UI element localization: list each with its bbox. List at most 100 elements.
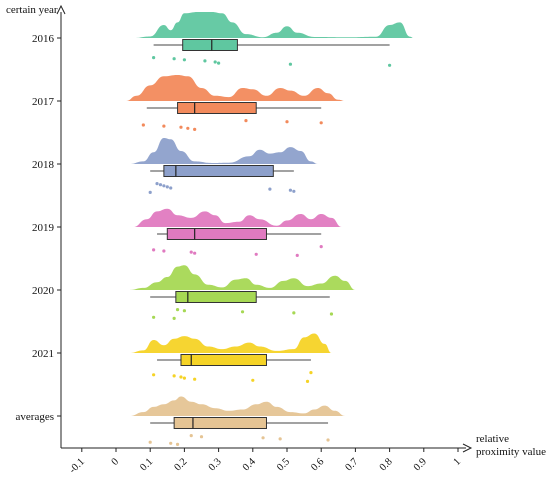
x-tick-label: 0.5 (275, 456, 292, 473)
data-point (189, 250, 193, 254)
y-tick-label: averages (16, 411, 54, 423)
y-axis-title: certain year (6, 4, 58, 16)
y-tick-label: 2016 (32, 33, 55, 45)
data-point (152, 248, 156, 252)
density-cloud (129, 265, 356, 290)
data-point (326, 438, 330, 442)
data-point (186, 126, 190, 130)
series-2021 (129, 333, 332, 383)
data-point (148, 190, 152, 194)
data-point (309, 371, 313, 375)
data-point (193, 377, 197, 381)
data-point (182, 58, 186, 62)
data-point (288, 188, 293, 192)
density-cloud (129, 333, 332, 353)
box-iqr (177, 102, 257, 114)
data-point (254, 252, 258, 256)
series-averages (129, 396, 346, 446)
data-point (158, 183, 163, 187)
density-cloud (133, 208, 342, 227)
data-point (319, 245, 323, 249)
data-point (148, 440, 152, 444)
data-point (268, 187, 272, 191)
box-iqr (182, 39, 238, 51)
data-point (162, 184, 166, 188)
series-layer (126, 12, 414, 446)
data-point (288, 62, 293, 66)
data-point (193, 127, 197, 131)
data-point (189, 434, 193, 438)
x-tick-label: 0.8 (378, 456, 395, 473)
box-iqr (173, 417, 267, 429)
y-labels-layer: 2016 2017 2018 2019 2020 2021 averages (16, 33, 61, 423)
data-point (278, 437, 282, 441)
data-point (182, 376, 186, 380)
y-tick-label: 2019 (32, 222, 55, 234)
y-tick-label: 2018 (32, 159, 55, 171)
data-point (388, 63, 392, 67)
x-ticks-layer: -0.1 0 0.1 0.2 0.3 0.4 0.5 0.6 0.7 0.8 0.9 1 (67, 448, 463, 476)
data-point (319, 121, 323, 125)
box-iqr (180, 354, 267, 366)
y-tick-label: 2021 (32, 348, 54, 360)
x-tick-label: 0.4 (241, 456, 259, 474)
data-point (213, 60, 217, 64)
x-tick-label: 0 (110, 456, 121, 467)
series-2018 (129, 138, 318, 194)
data-point (152, 56, 156, 60)
x-tick-label: 0.9 (412, 456, 429, 473)
data-point (155, 182, 159, 186)
data-point (179, 125, 183, 129)
series-2017 (126, 75, 346, 131)
x-tick-label: 0.7 (343, 456, 360, 473)
data-point (172, 374, 176, 378)
x-axis-arrow (462, 443, 473, 453)
series-2016 (133, 12, 414, 67)
data-point (240, 310, 245, 314)
data-point (292, 311, 296, 315)
data-point (251, 378, 255, 382)
data-point (165, 185, 169, 189)
data-point (172, 316, 176, 320)
data-point (175, 442, 180, 446)
data-point (175, 308, 180, 312)
y-tick-label: 2017 (32, 96, 55, 108)
x-tick-label: 0.3 (207, 456, 224, 473)
data-point (203, 59, 207, 63)
data-point (305, 379, 310, 383)
data-point (292, 189, 296, 193)
data-point (162, 249, 166, 253)
data-point (179, 375, 183, 379)
y-axis-arrow (56, 4, 66, 15)
data-point (152, 315, 156, 319)
data-point (329, 312, 334, 316)
series-2020 (129, 265, 356, 320)
axes-layer: certain year relative proximity value (6, 4, 546, 458)
data-point (141, 123, 145, 127)
data-point (182, 309, 186, 313)
data-point (169, 441, 173, 445)
box-iqr (166, 228, 267, 240)
x-tick-label: 0.1 (138, 456, 155, 473)
box-iqr (163, 165, 274, 177)
data-point (152, 373, 156, 377)
y-tick-label: 2020 (32, 285, 55, 297)
data-point (199, 435, 204, 439)
data-point (169, 186, 173, 190)
x-axis-title-line1: relative (476, 433, 509, 445)
x-tick-label: 0.2 (172, 456, 189, 473)
x-tick-label: 0.6 (309, 456, 326, 473)
density-cloud (129, 396, 346, 416)
x-tick-label: 1 (452, 456, 463, 467)
density-cloud (133, 12, 414, 38)
series-2019 (133, 208, 342, 257)
x-axis-title-line2: proximity value (476, 446, 546, 458)
density-cloud (129, 138, 318, 164)
data-point (261, 436, 265, 440)
box-iqr (175, 291, 257, 303)
data-point (244, 119, 248, 123)
data-point (295, 253, 299, 257)
data-point (172, 57, 176, 61)
data-point (285, 120, 289, 124)
